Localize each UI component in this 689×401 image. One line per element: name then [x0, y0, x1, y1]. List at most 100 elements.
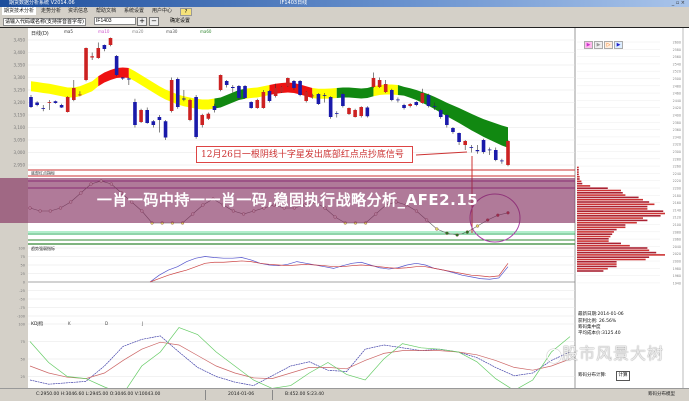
kdj-tick-label: 25	[21, 375, 25, 379]
kdj-j-line	[29, 327, 571, 388]
tab-bar: 期货技术分析 走势分析 资讯信息 帮助文档 系统设置 用户中心 ?	[0, 7, 689, 16]
candle	[127, 77, 131, 85]
status-bar: C:2950.00 H:3046.60 L:2945.00 O:3046.00 …	[0, 388, 689, 401]
tab-news[interactable]: 资讯信息	[68, 8, 89, 14]
profile-price-label: 2520	[673, 70, 681, 74]
candle	[261, 90, 266, 109]
candle	[279, 86, 284, 93]
tab-help-docs[interactable]: 帮助文档	[96, 8, 117, 14]
annotation-arrow	[415, 151, 468, 156]
profile-bar	[577, 198, 643, 201]
ma-label-60: ma60	[200, 29, 212, 34]
zoom-out-button[interactable]: −	[149, 17, 159, 26]
profile-bar	[577, 219, 648, 222]
profile-price-label: 2420	[673, 106, 681, 110]
tab-settings[interactable]: 系统设置	[124, 8, 145, 14]
profile-price-label: 2320	[673, 143, 681, 147]
candle-body-up	[218, 75, 223, 90]
trend-tick-label: -25	[19, 289, 25, 293]
profile-price-label: 2260	[673, 165, 681, 169]
candle-body-up	[47, 102, 52, 103]
kdj-pane-label: KDJ指	[31, 320, 44, 327]
candle	[224, 80, 229, 88]
profile-bar	[577, 171, 579, 173]
candle	[383, 80, 388, 93]
candle	[78, 91, 82, 97]
oscillator-point	[455, 233, 459, 237]
window-controls[interactable]: _ ▫ ×	[671, 0, 685, 6]
candle-body-down	[475, 150, 480, 152]
ma-label-5: ma5	[64, 29, 73, 34]
profile-bar	[577, 265, 617, 268]
window-title: 期货数据分析系统 V2014.06	[9, 0, 75, 6]
candle-body-down	[469, 147, 474, 148]
profile-bar	[577, 169, 579, 171]
profile-bar	[577, 185, 591, 187]
candle	[347, 107, 351, 115]
trend-red-line	[149, 260, 509, 283]
candle	[267, 90, 272, 103]
info-concentration: 筹码集中度	[578, 325, 601, 330]
help-button[interactable]: ?	[180, 8, 192, 16]
candle	[396, 97, 400, 103]
flag-pink-icon[interactable]: ▶	[584, 41, 593, 49]
candle	[53, 100, 58, 104]
candle	[163, 120, 168, 140]
oscillator-point	[465, 230, 469, 234]
candle-body-up	[377, 80, 382, 87]
candle-body-down	[41, 108, 46, 109]
trend-tick-label: 50	[21, 264, 25, 268]
status-right: 筹码分布模型	[648, 392, 675, 397]
profile-bar	[577, 235, 611, 238]
candle-body-down	[249, 102, 253, 108]
calculate-button[interactable]: 计算	[616, 371, 630, 381]
flag-gray-icon[interactable]: ▶	[594, 41, 603, 49]
candle-body-up	[463, 141, 467, 145]
candle-body-up	[255, 100, 260, 108]
candle-body-down	[500, 160, 504, 162]
candle-body-up	[200, 115, 205, 125]
zoom-in-button[interactable]: +	[137, 17, 147, 26]
candle	[420, 88, 425, 104]
apply-settings-button[interactable]: 确定设置	[170, 18, 191, 24]
oscillator-point	[475, 224, 480, 228]
candle-body-up	[286, 78, 290, 86]
candle-body-down	[414, 102, 419, 105]
candle-body-down	[133, 102, 137, 125]
tab-trend[interactable]: 走势分析	[41, 8, 62, 14]
profile-bar	[577, 212, 665, 215]
candle-body-down	[438, 110, 443, 117]
candle	[120, 77, 125, 80]
candle-body-up	[353, 110, 357, 117]
candle	[157, 115, 162, 133]
profile-price-label: 2140	[673, 208, 681, 212]
flag-orange-icon[interactable]: ▷	[604, 41, 613, 49]
profile-bar	[577, 249, 650, 252]
tab-analysis[interactable]: 期货技术分析	[2, 7, 37, 15]
status-date: 2014-01-06	[228, 392, 255, 397]
profile-price-label: 2060	[673, 238, 681, 242]
symbol-input[interactable]	[94, 17, 136, 25]
candle	[365, 106, 370, 118]
profile-bar	[577, 208, 648, 210]
candle-body-up	[371, 78, 376, 87]
price-tick-label: 3,400	[14, 50, 26, 55]
trend-tick-label: 25	[21, 272, 25, 276]
profile-price-label: 1980	[673, 267, 681, 271]
candle-body-down	[163, 121, 168, 138]
candle	[194, 95, 198, 139]
candle	[29, 95, 33, 108]
kdj-tick-label: 100	[18, 323, 25, 327]
profile-price-label: 2040	[673, 245, 681, 249]
candle-body-down	[243, 86, 247, 98]
profile-bar	[577, 205, 648, 208]
profile-bar	[577, 217, 643, 219]
candle	[438, 108, 443, 119]
flag-blue-icon[interactable]: ▶	[614, 41, 623, 49]
price-tick-label: 3,150	[14, 113, 26, 118]
candle	[451, 127, 455, 134]
candle	[47, 100, 52, 110]
profile-bar	[577, 178, 580, 180]
tab-user[interactable]: 用户中心	[152, 8, 173, 14]
candle	[212, 103, 217, 113]
